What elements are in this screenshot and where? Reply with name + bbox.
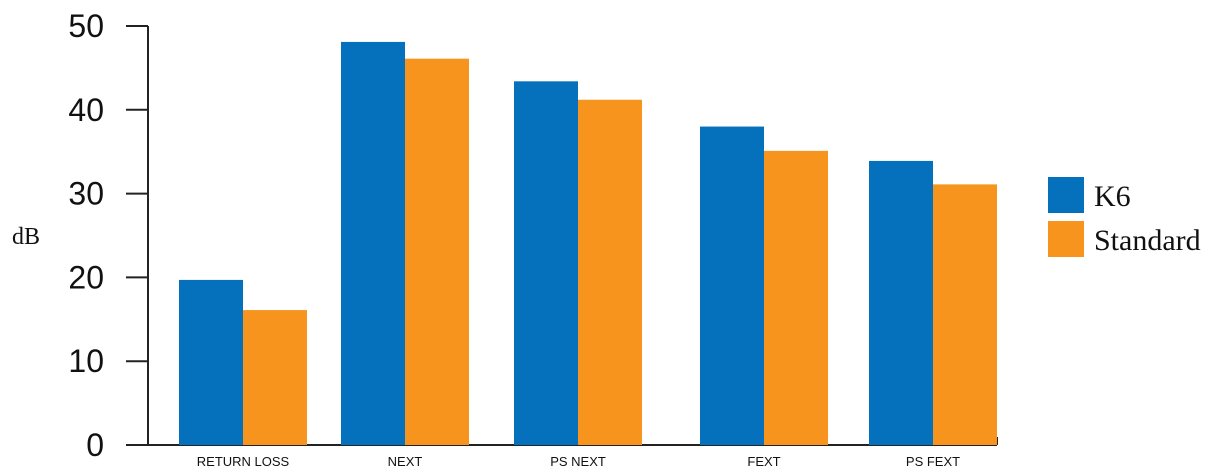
y-axis: 0 10 20 30 40 50 [68, 8, 149, 463]
legend-label-standard: Standard [1094, 224, 1201, 257]
bar-k6-return-loss [179, 279, 243, 445]
y-tick-label: 30 [68, 176, 104, 212]
legend: K6 Standard [1048, 177, 1201, 257]
bar-k6-next [341, 41, 405, 446]
y-tick-label: 10 [68, 343, 104, 379]
category-label: FEXT [747, 454, 780, 469]
bar-standard-ps-next [578, 99, 642, 445]
category-label: RETURN LOSS [197, 454, 290, 469]
category-label: PS NEXT [550, 454, 606, 469]
legend-label-k6: K6 [1094, 180, 1131, 213]
y-tick-label: 50 [68, 8, 104, 44]
legend-swatch-k6 [1048, 177, 1084, 213]
y-tick-label: 0 [86, 427, 104, 463]
category-label: NEXT [388, 454, 423, 469]
y-axis-label: dB [12, 224, 40, 250]
bar-k6-ps-fext [869, 160, 933, 445]
bar-standard-return-loss [243, 310, 307, 445]
legend-swatch-standard [1048, 221, 1084, 257]
bar-standard-fext [764, 150, 828, 445]
y-tick-label: 20 [68, 259, 104, 295]
y-tick-label: 40 [68, 92, 104, 128]
bar-k6-ps-next [514, 81, 578, 446]
bar-k6-fext [700, 126, 764, 445]
bars [179, 41, 997, 446]
bar-standard-ps-fext [933, 184, 997, 445]
bar-standard-next [405, 58, 469, 445]
category-label: PS FEXT [906, 454, 960, 469]
category-labels: RETURN LOSS NEXT PS NEXT FEXT PS FEXT [197, 454, 960, 469]
